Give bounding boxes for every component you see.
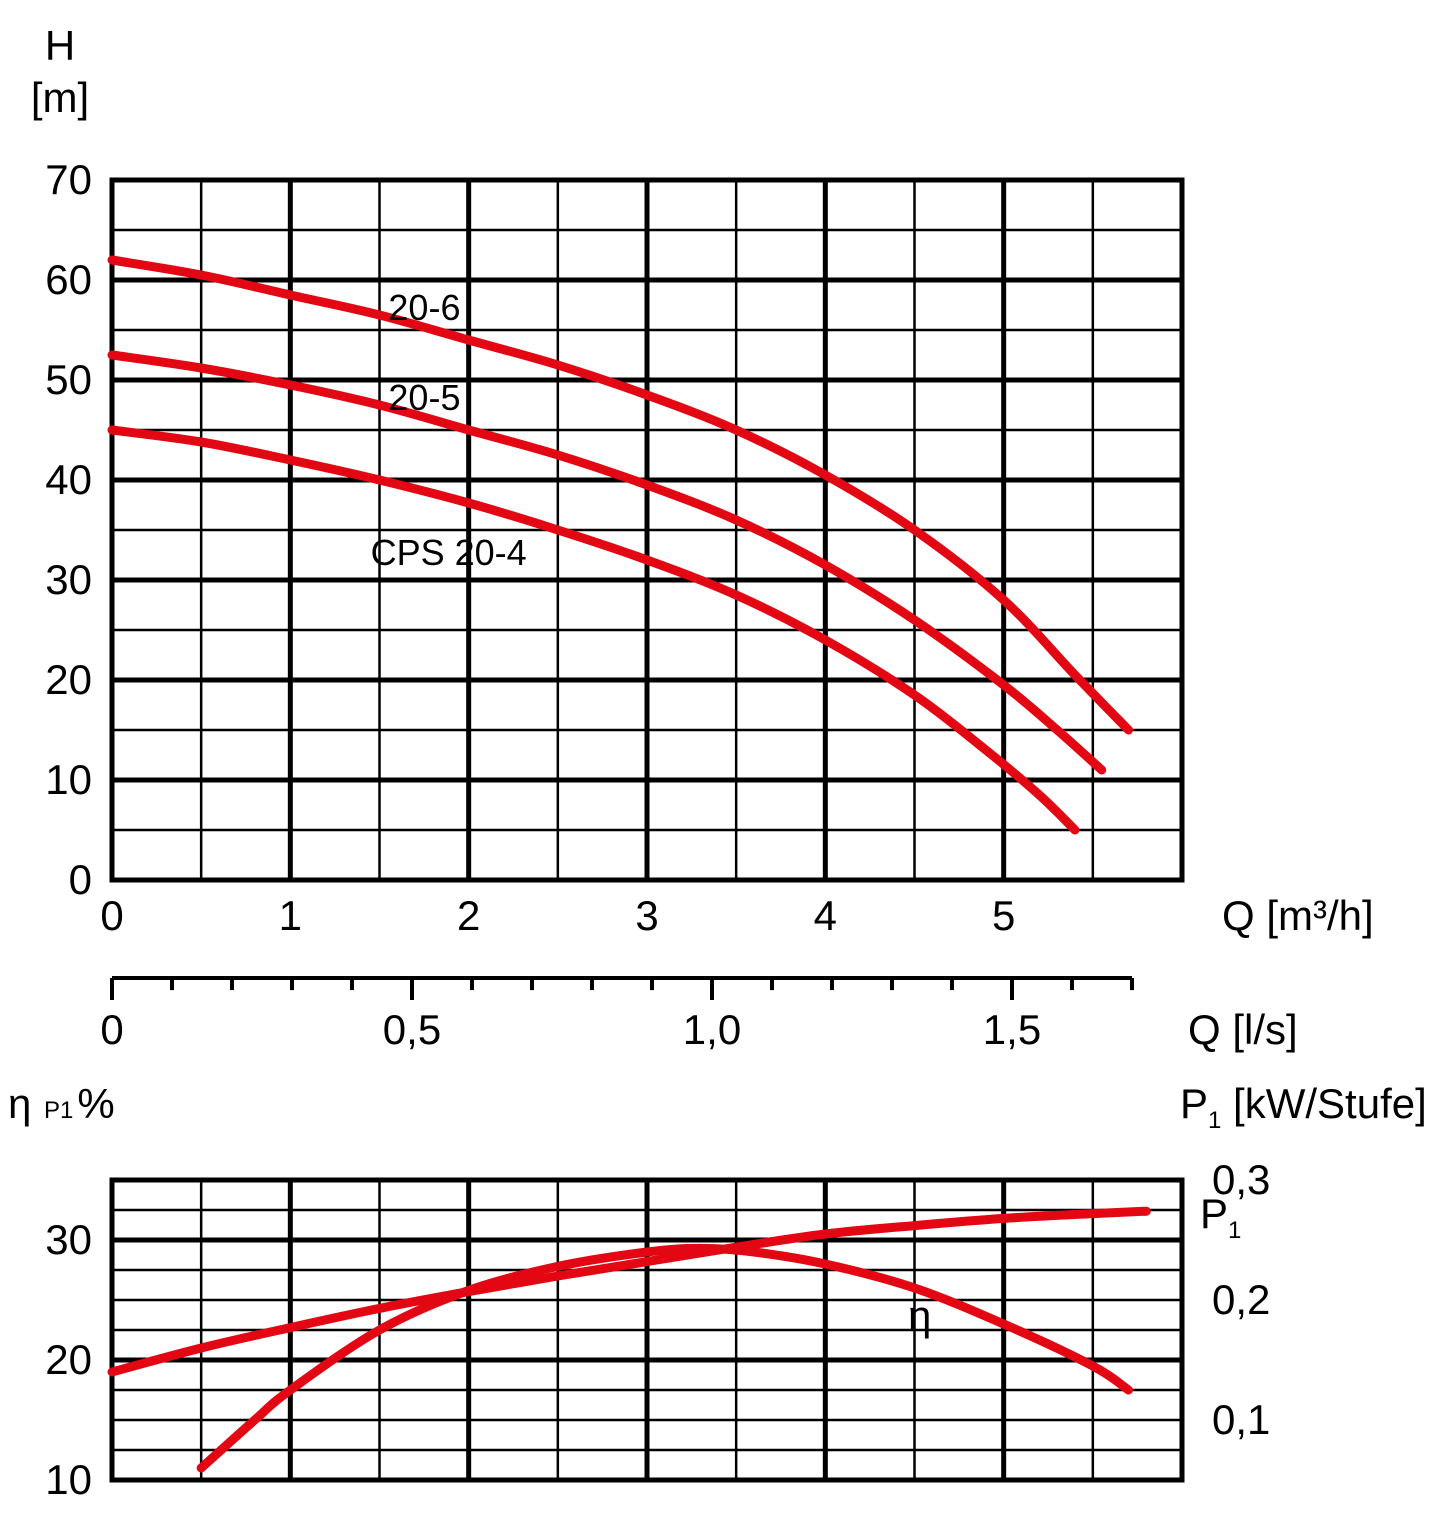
top-chart: 0 10 20 30 40 50 60 70 0 1 2 3 4 5 H [m] Q [m³/h] 20-6 20-… (31, 22, 1374, 939)
chart-container: 0 10 20 30 40 50 60 70 0 1 2 3 4 5 H [m] Q [m³/h] 20-6 20-… (0, 0, 1445, 1539)
y-axis-title: H (45, 22, 75, 69)
mid-labels: η P1% P1 [kW/Stufe] (8, 1080, 1427, 1134)
bottom-yr-tick: 0,2 (1212, 1276, 1270, 1323)
x-tick-label: 0 (100, 892, 123, 939)
sec-x-tick-label: 0 (100, 1006, 123, 1053)
bottom-yl-tick: 20 (45, 1336, 92, 1383)
y-tick-label: 0 (69, 856, 92, 903)
x-tick-label: 4 (814, 892, 837, 939)
curve-label-CPS 20-4: CPS 20-4 (371, 532, 527, 573)
secondary-x-scale: 0 0,5 1,0 1,5 Q [l/s] (100, 978, 1297, 1053)
bottom-yl-tick: 30 (45, 1216, 92, 1263)
x-tick-label: 2 (457, 892, 480, 939)
curve-P1 (112, 1211, 1146, 1372)
y-tick-label: 50 (45, 356, 92, 403)
curve-label-eta: η (908, 1292, 931, 1339)
x-tick-label: 3 (635, 892, 658, 939)
bottom-yr-tick: 0,1 (1212, 1396, 1270, 1443)
sec-x-tick-label: 1,5 (983, 1006, 1041, 1053)
sec-x-tick-label: 0,5 (383, 1006, 441, 1053)
sec-x-title: Q [l/s] (1188, 1006, 1298, 1053)
bottom-chart: 1020300,10,20,3P1η (45, 1156, 1270, 1503)
curve-label-20-6: 20-6 (388, 287, 460, 328)
y-tick-label: 40 (45, 456, 92, 503)
x-axis-title: Q [m³/h] (1222, 892, 1374, 939)
y-tick-label: 70 (45, 156, 92, 203)
x-tick-label: 5 (992, 892, 1015, 939)
y-tick-label: 30 (45, 556, 92, 603)
sec-x-tick-label: 1,0 (683, 1006, 741, 1053)
p1-kw-label: P1 [kW/Stufe] (1180, 1080, 1427, 1134)
chart-svg: 0 10 20 30 40 50 60 70 0 1 2 3 4 5 H [m] Q [m³/h] 20-6 20-… (0, 0, 1445, 1539)
curve-label-20-5: 20-5 (388, 377, 460, 418)
y-tick-label: 60 (45, 256, 92, 303)
bottom-yl-tick: 10 (45, 1456, 92, 1503)
x-tick-label: 1 (279, 892, 302, 939)
y-axis-unit: [m] (31, 74, 89, 121)
y-tick-label: 20 (45, 656, 92, 703)
y-tick-label: 10 (45, 756, 92, 803)
eta-p1-label: η P1% (8, 1080, 115, 1127)
